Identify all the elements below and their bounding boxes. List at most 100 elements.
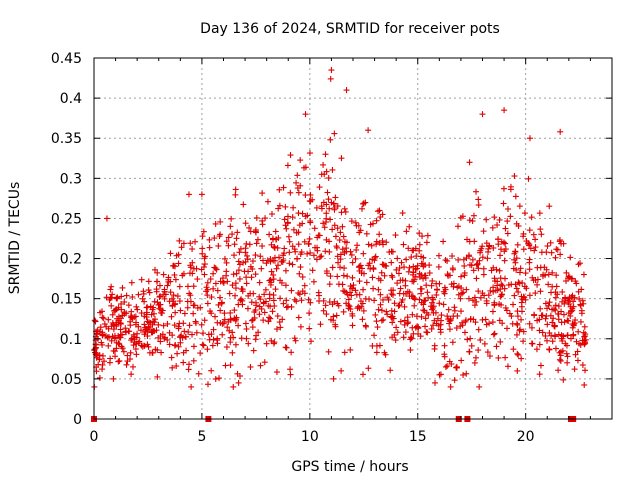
data-point [480,265,487,272]
data-point [360,200,367,207]
data-point [416,230,423,237]
data-point [133,334,140,341]
data-point [483,240,490,247]
data-point [491,301,498,308]
data-point [148,311,155,318]
data-point [412,266,419,273]
data-point [434,315,441,322]
data-point [261,359,268,366]
data-point [339,246,346,253]
data-point [520,338,527,345]
data-point [483,297,490,304]
data-point [489,319,496,326]
data-point [176,320,183,327]
data-point [135,323,142,330]
data-point [466,348,473,355]
data-point [405,245,412,252]
data-point [282,344,289,351]
data-point [276,319,283,326]
data-point [229,231,236,238]
data-point [338,155,345,162]
data-point [378,307,385,314]
data-point [526,266,533,273]
data-point [395,302,402,309]
data-point [306,325,313,332]
data-point [549,319,556,326]
data-point [141,313,148,320]
data-point [297,264,304,271]
data-point [224,324,231,331]
data-point [143,326,150,333]
data-point [141,298,148,305]
data-point [434,286,441,293]
data-point [190,310,197,317]
data-point [431,317,438,324]
data-point [386,249,393,256]
data-point [294,255,301,262]
data-point [168,313,175,320]
data-point [99,341,106,348]
x-tick-label: 15 [409,429,427,445]
data-point [484,349,491,356]
data-point [177,307,184,314]
data-point [579,362,586,369]
data-point [154,299,161,306]
data-point [266,291,273,298]
data-point [337,229,344,236]
data-point [96,374,103,381]
data-point [398,299,405,306]
data-point [332,194,339,201]
data-point [376,231,383,238]
data-point [180,240,187,247]
data-point [372,311,379,318]
data-point [399,210,406,217]
data-point [374,324,381,331]
data-point [499,282,506,289]
data-point [166,341,173,348]
data-point [247,263,254,270]
data-point [236,275,243,282]
data-point [423,282,430,289]
data-point [417,285,424,292]
data-point [475,265,482,272]
data-point [423,239,430,246]
data-point [507,183,514,190]
data-point [270,292,277,299]
data-point [471,302,478,309]
data-point [235,322,242,329]
data-point [206,244,213,251]
data-point [449,253,456,260]
data-point [514,241,521,248]
data-point [580,271,587,278]
data-point [152,346,159,353]
data-point [451,377,458,384]
data-point [94,327,101,334]
data-point [515,279,522,286]
data-point [358,298,365,305]
data-point [243,274,250,281]
data-point [444,362,451,369]
data-point [276,254,283,261]
data-point [302,111,309,118]
data-point [489,224,496,231]
data-point [514,313,521,320]
data-point [210,270,217,277]
data-point [109,291,116,298]
data-point [282,282,289,289]
data-point [581,367,588,374]
data-point [435,263,442,270]
data-point [518,355,525,362]
data-point [457,295,464,302]
data-point [201,261,208,268]
data-point [192,318,199,325]
data-point [380,316,387,323]
data-point [307,218,314,225]
data-point [369,274,376,281]
data-point [328,316,335,323]
data-point [258,305,265,312]
data-point [263,260,270,267]
data-point [185,366,192,373]
data-point [533,346,540,353]
data-point [118,343,125,350]
data-point [257,253,264,260]
